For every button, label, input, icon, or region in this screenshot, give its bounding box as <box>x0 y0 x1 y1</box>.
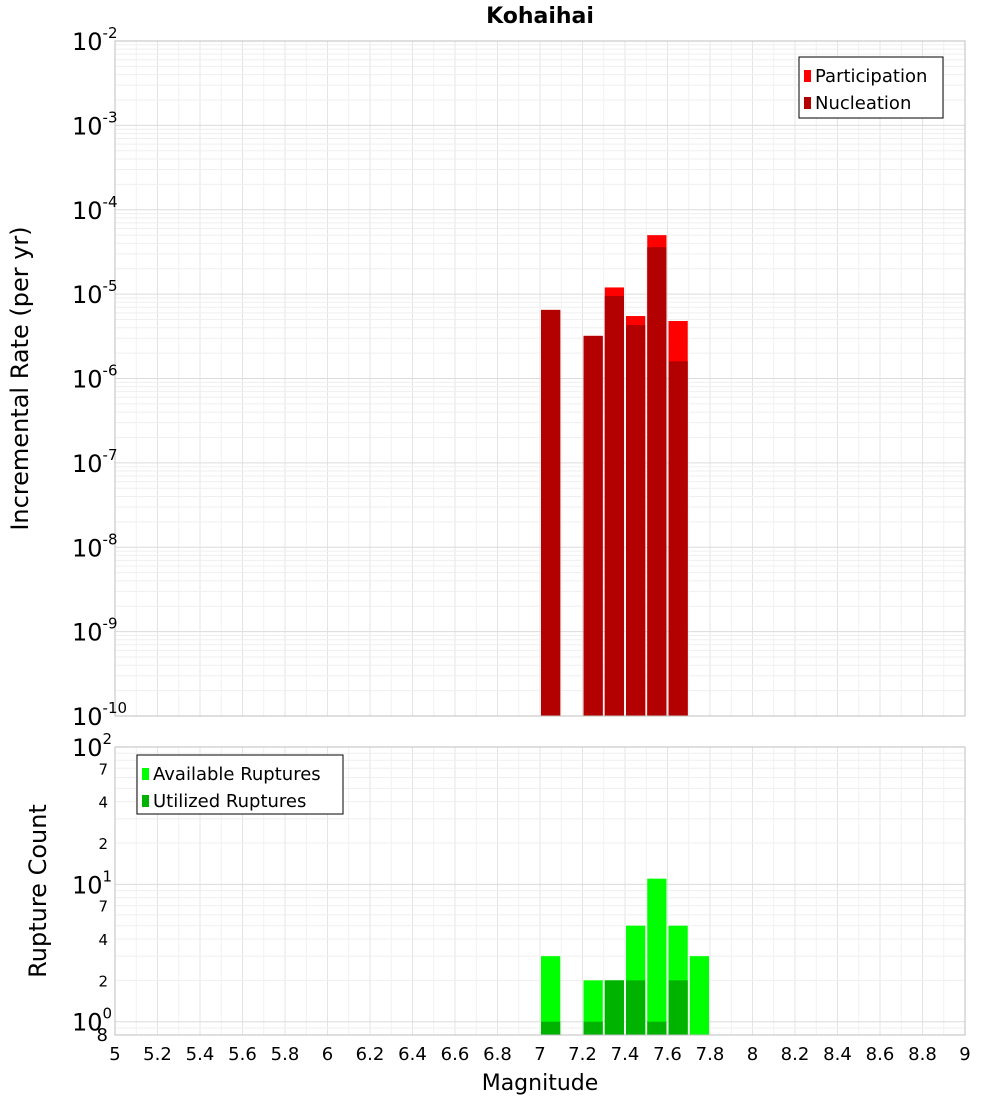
top-bar-nucleation <box>541 309 561 716</box>
top-y-tick-label: 10-5 <box>72 277 118 309</box>
bottom-bar-available-ruptures <box>647 878 667 1035</box>
bottom-y-tick-label: 102 <box>72 730 112 762</box>
x-tick-label: 7 <box>534 1044 545 1065</box>
x-tick-label: 6.8 <box>483 1044 512 1065</box>
bottom-bar-utilized-ruptures <box>668 980 688 1035</box>
x-tick-label: 6.4 <box>398 1044 427 1065</box>
bottom-y-minor-tick-label: 4 <box>98 931 108 949</box>
bottom-bar-utilized-ruptures <box>647 1021 667 1035</box>
bottom-y-minor-tick-label: 2 <box>98 835 108 853</box>
x-tick-label: 7.8 <box>696 1044 725 1065</box>
x-tick-label: 5.4 <box>186 1044 215 1065</box>
bottom-y-minor-tick-label: 7 <box>98 760 108 778</box>
x-axis-label: Magnitude <box>482 1071 599 1096</box>
top-y-tick-label: 10-4 <box>72 193 118 225</box>
bottom-bar-utilized-ruptures <box>541 1021 561 1035</box>
top-bar-nucleation <box>583 335 603 716</box>
x-tick-label: 9 <box>959 1044 970 1065</box>
top-bar-nucleation <box>668 361 688 716</box>
x-tick-label: 6.2 <box>356 1044 385 1065</box>
top-legend-label: Participation <box>815 66 927 87</box>
top-legend-swatch <box>804 70 811 82</box>
bottom-bar-utilized-ruptures <box>583 1021 603 1035</box>
bottom-y-axis-label: Rupture Count <box>24 804 52 978</box>
top-bar-nucleation <box>604 296 624 716</box>
top-legend-swatch <box>804 97 811 109</box>
x-tick-label: 5 <box>109 1044 120 1065</box>
x-tick-label: 5.8 <box>271 1044 300 1065</box>
top-y-tick-label: 10-10 <box>72 699 127 731</box>
top-bar-nucleation <box>647 247 667 716</box>
top-y-tick-label: 10-7 <box>72 446 118 478</box>
x-tick-label: 5.2 <box>143 1044 172 1065</box>
bottom-bar-utilized-ruptures <box>626 980 646 1035</box>
top-y-tick-label: 10-9 <box>72 615 118 647</box>
x-tick-label: 8.4 <box>823 1044 852 1065</box>
bottom-legend-swatch <box>142 795 149 807</box>
bottom-y-minor-tick-label: 7 <box>98 898 108 916</box>
top-y-axis-label: Incremental Rate (per yr) <box>6 226 34 530</box>
bottom-bar-available-ruptures <box>583 980 603 1035</box>
top-y-tick-label: 10-6 <box>72 362 118 394</box>
x-tick-label: 7.4 <box>611 1044 640 1065</box>
bottom-y-tick-label: 100 <box>72 1005 112 1037</box>
x-tick-label: 8.6 <box>866 1044 895 1065</box>
x-tick-label: 5.6 <box>228 1044 257 1065</box>
top-plot-frame <box>114 40 966 717</box>
top-legend-box <box>798 56 944 119</box>
bottom-bar-utilized-ruptures <box>604 980 624 1035</box>
top-y-tick-label: 10-3 <box>72 108 118 140</box>
bottom-legend-label: Available Ruptures <box>153 764 321 785</box>
x-tick-label: 6 <box>322 1044 333 1065</box>
chart-title: Kohaihai <box>486 4 594 29</box>
x-tick-label: 8.8 <box>908 1044 937 1065</box>
top-y-tick-label: 10-8 <box>72 530 118 562</box>
bottom-y-tick-label: 101 <box>72 867 112 899</box>
top-y-tick-label: 10-2 <box>72 24 118 56</box>
top-bar-nucleation <box>626 325 646 716</box>
bottom-legend-box <box>136 754 344 815</box>
bottom-bar-available-ruptures <box>689 956 709 1035</box>
bottom-y-minor-tick-label: 2 <box>98 972 108 990</box>
x-tick-label: 8 <box>747 1044 758 1065</box>
bottom-y-minor-tick-label: 4 <box>98 794 108 812</box>
top-legend-label: Nucleation <box>815 93 911 114</box>
bottom-y-minor-tick-label: 8 <box>97 1025 108 1046</box>
bottom-legend-swatch <box>142 768 149 780</box>
x-tick-label: 8.2 <box>781 1044 810 1065</box>
x-tick-label: 7.6 <box>653 1044 682 1065</box>
x-tick-label: 7.2 <box>568 1044 597 1065</box>
bottom-legend-label: Utilized Ruptures <box>153 791 306 812</box>
x-tick-label: 6.6 <box>441 1044 470 1065</box>
bottom-plot-frame <box>114 746 966 1036</box>
bottom-bar-available-ruptures <box>541 956 561 1035</box>
